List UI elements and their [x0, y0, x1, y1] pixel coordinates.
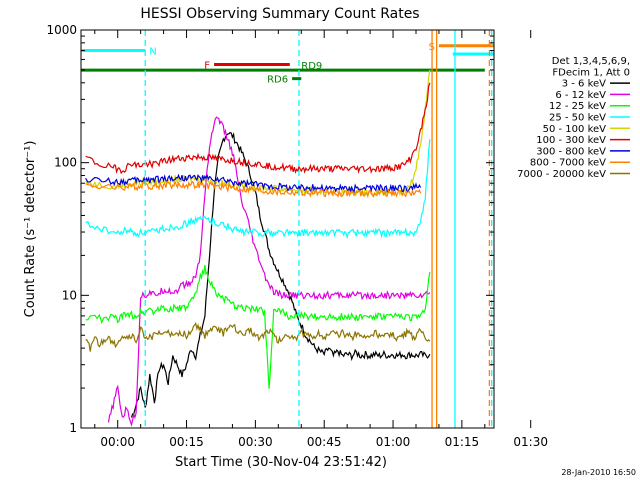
- x-tick-label: 00:45: [307, 435, 342, 449]
- legend-label: 300 - 800 keV: [536, 146, 606, 157]
- x-tick-label: 00:30: [238, 435, 273, 449]
- x-tick-label: 01:00: [376, 435, 411, 449]
- legend-label: 100 - 300 keV: [536, 135, 606, 146]
- x-axis-label: Start Time (30-Nov-04 23:51:42): [175, 455, 387, 470]
- x-tick-label: 00:15: [169, 435, 204, 449]
- legend-label: 7000 - 20000 keV: [517, 169, 606, 180]
- segment-label: F: [204, 60, 210, 71]
- legend-label: 12 - 25 keV: [549, 101, 606, 112]
- segment-label: RD6: [267, 75, 288, 86]
- vertical-markers: [144, 30, 493, 428]
- series-line: [85, 173, 422, 194]
- segment-label: N: [149, 47, 156, 58]
- x-tick-label: 01:30: [513, 435, 548, 449]
- y-tick-label: 10: [62, 288, 77, 302]
- x-tick-label: 00:00: [100, 435, 135, 449]
- series-line: [85, 139, 431, 240]
- legend-header: FDecim 1, Att 0: [552, 67, 630, 78]
- x-tick-label: 01:15: [445, 435, 480, 449]
- segment-label: S: [429, 42, 435, 53]
- axes: 00:00 00:15 00:30 00:45 01:00 01:15 01:30 1 10 10…: [46, 23, 548, 449]
- legend: Det 1,3,4,5,6,9,FDecim 1, Att 03 - 6 keV…: [517, 56, 630, 180]
- legend-label: 800 - 7000 keV: [530, 158, 606, 169]
- y-axis-label: Count Rate (s⁻¹ detector⁻¹): [23, 141, 38, 318]
- series-lines: [85, 69, 431, 427]
- legend-label: 50 - 100 keV: [543, 124, 607, 135]
- legend-label: 6 - 12 keV: [555, 90, 606, 101]
- chart-title: HESSI Observing Summary Count Rates: [140, 6, 419, 22]
- series-line: [85, 82, 431, 175]
- y-tick-label: 1: [69, 421, 77, 435]
- series-line: [85, 180, 422, 199]
- plot-frame: [80, 29, 495, 429]
- series-line: [85, 322, 431, 352]
- series-line: [85, 69, 431, 198]
- legend-label: 3 - 6 keV: [562, 79, 606, 90]
- timestamp: 28-Jan-2010 16:50: [561, 468, 636, 477]
- segment-labels: N F RD9 RD6 S: [149, 42, 435, 86]
- y-tick-label: 100: [54, 156, 77, 170]
- legend-label: 25 - 50 keV: [549, 113, 606, 124]
- series-line: [130, 131, 431, 418]
- series-line: [107, 116, 431, 427]
- legend-header: Det 1,3,4,5,6,9,: [552, 56, 630, 67]
- series-line: [85, 264, 431, 389]
- y-tick-label: 1000: [46, 23, 77, 37]
- segment-label: RD9: [301, 61, 322, 72]
- instrument-state-segments: [81, 44, 494, 81]
